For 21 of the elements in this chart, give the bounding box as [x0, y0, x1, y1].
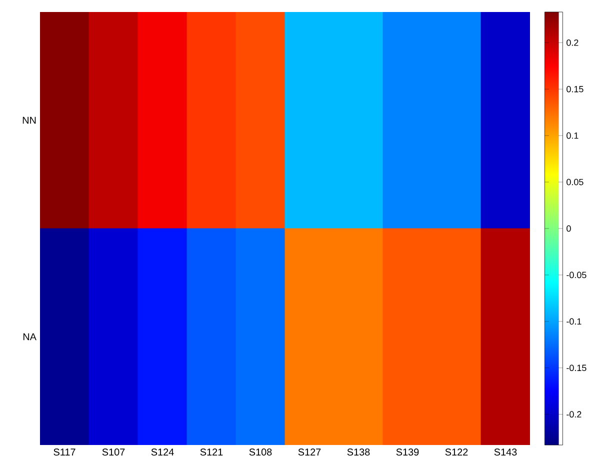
color-bar-label: 0.2	[566, 39, 578, 46]
color-bar-label: -0.05	[566, 272, 586, 278]
color-bar-label: -0.15	[566, 364, 586, 372]
x-tick-label: S108	[249, 448, 272, 456]
color-bar-label: 0.15	[566, 86, 584, 92]
x-tick-label: S138	[347, 448, 370, 456]
color-bar-label: -0.1	[566, 318, 582, 325]
x-tick-label: S143	[494, 448, 517, 456]
x-tick-label: S121	[200, 448, 223, 456]
y-tick-label: NN	[22, 116, 36, 124]
x-tick-label: S117	[54, 448, 76, 456]
color-bar-label: 0.1	[566, 132, 578, 139]
color-bar-label: 0.05	[566, 178, 584, 186]
x-tick-label: S107	[102, 448, 125, 456]
color-bar-label: 0	[566, 225, 571, 232]
x-tick-label: S139	[396, 448, 419, 456]
y-tick-label: NA	[23, 333, 36, 340]
x-tick-label: S127	[298, 448, 321, 456]
color-bar-label: -0.2	[566, 411, 582, 418]
x-tick-label: S124	[151, 448, 174, 456]
x-tick-label: S122	[445, 448, 468, 456]
